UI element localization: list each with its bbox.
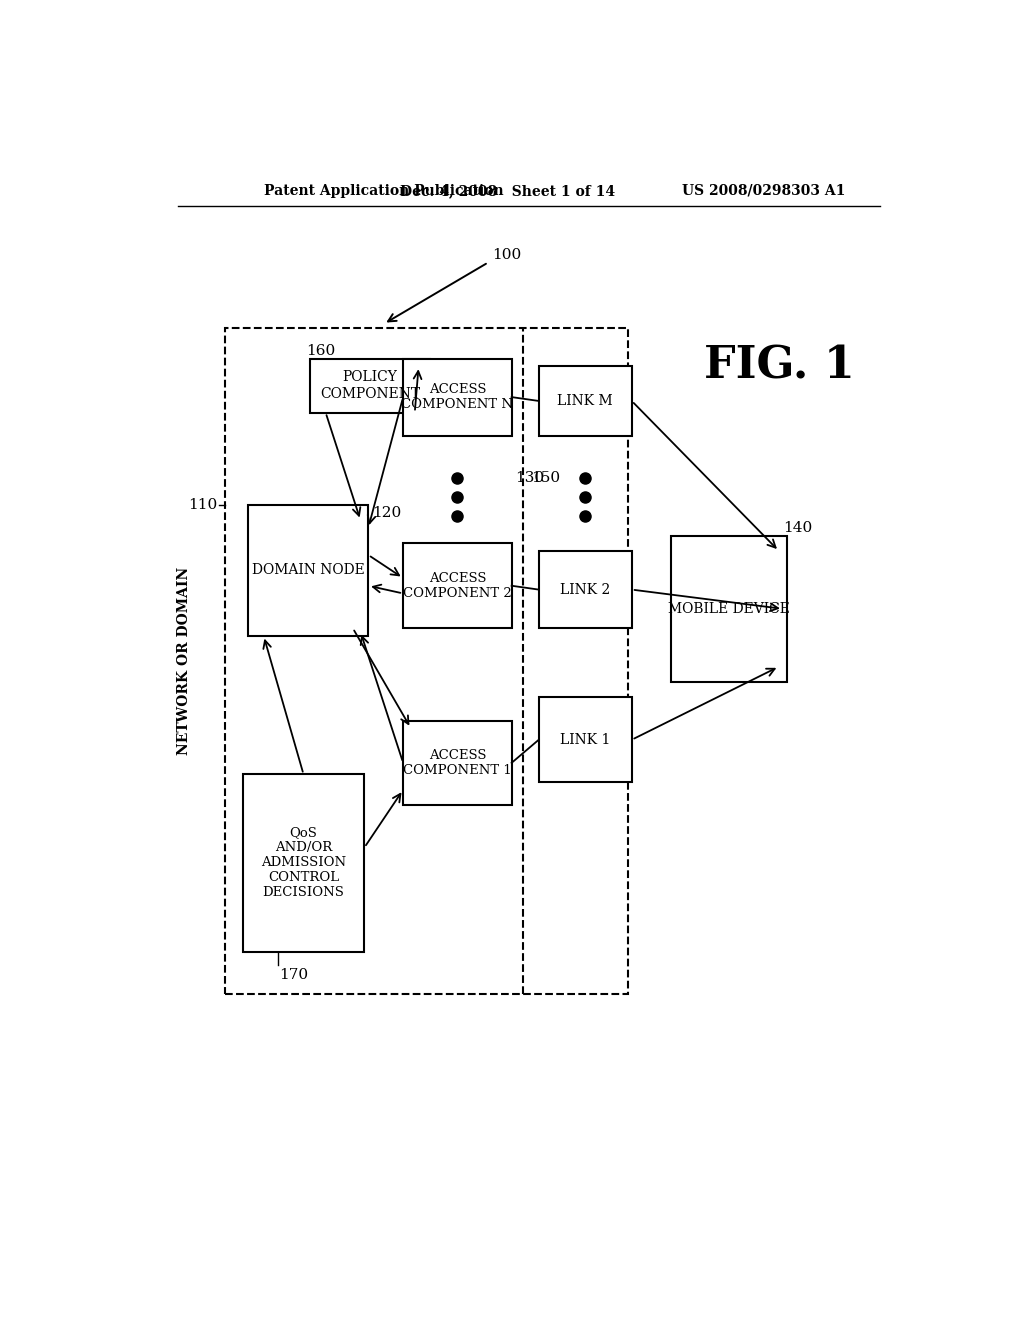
Text: ACCESS
COMPONENT N: ACCESS COMPONENT N: [401, 383, 513, 411]
Bar: [539, 697, 632, 781]
Text: 150: 150: [531, 471, 560, 484]
Text: 100: 100: [493, 248, 521, 261]
Text: US 2008/0298303 A1: US 2008/0298303 A1: [682, 183, 845, 198]
Text: ACCESS
COMPONENT 2: ACCESS COMPONENT 2: [403, 572, 512, 599]
Text: DOMAIN NODE: DOMAIN NODE: [252, 564, 365, 577]
Bar: [310, 359, 430, 412]
Text: 130: 130: [515, 471, 545, 484]
Bar: [403, 721, 512, 805]
Text: 140: 140: [783, 521, 812, 535]
Text: Dec. 4, 2008   Sheet 1 of 14: Dec. 4, 2008 Sheet 1 of 14: [400, 183, 615, 198]
Bar: [403, 359, 512, 436]
Bar: [539, 552, 632, 628]
Text: LINK M: LINK M: [557, 393, 613, 408]
Text: Patent Application Publication: Patent Application Publication: [263, 183, 503, 198]
Text: LINK 2: LINK 2: [560, 582, 610, 597]
Text: 170: 170: [280, 968, 308, 982]
Text: FIG. 1: FIG. 1: [703, 345, 854, 388]
Text: 110: 110: [187, 498, 217, 512]
Bar: [225, 327, 628, 994]
Text: NETWORK OR DOMAIN: NETWORK OR DOMAIN: [177, 566, 190, 755]
Bar: [671, 536, 786, 682]
Bar: [539, 367, 632, 436]
Bar: [248, 506, 369, 636]
Bar: [243, 775, 365, 952]
Text: 160: 160: [306, 345, 336, 358]
Bar: [403, 544, 512, 628]
Text: QoS
AND/OR
ADMISSION
CONTROL
DECISIONS: QoS AND/OR ADMISSION CONTROL DECISIONS: [261, 826, 346, 899]
Text: LINK 1: LINK 1: [560, 733, 610, 747]
Text: ACCESS
COMPONENT 1: ACCESS COMPONENT 1: [403, 748, 512, 777]
Text: 120: 120: [372, 506, 401, 520]
Text: POLICY
COMPONENT: POLICY COMPONENT: [321, 371, 420, 401]
Text: MOBILE DEVICE: MOBILE DEVICE: [668, 602, 790, 616]
